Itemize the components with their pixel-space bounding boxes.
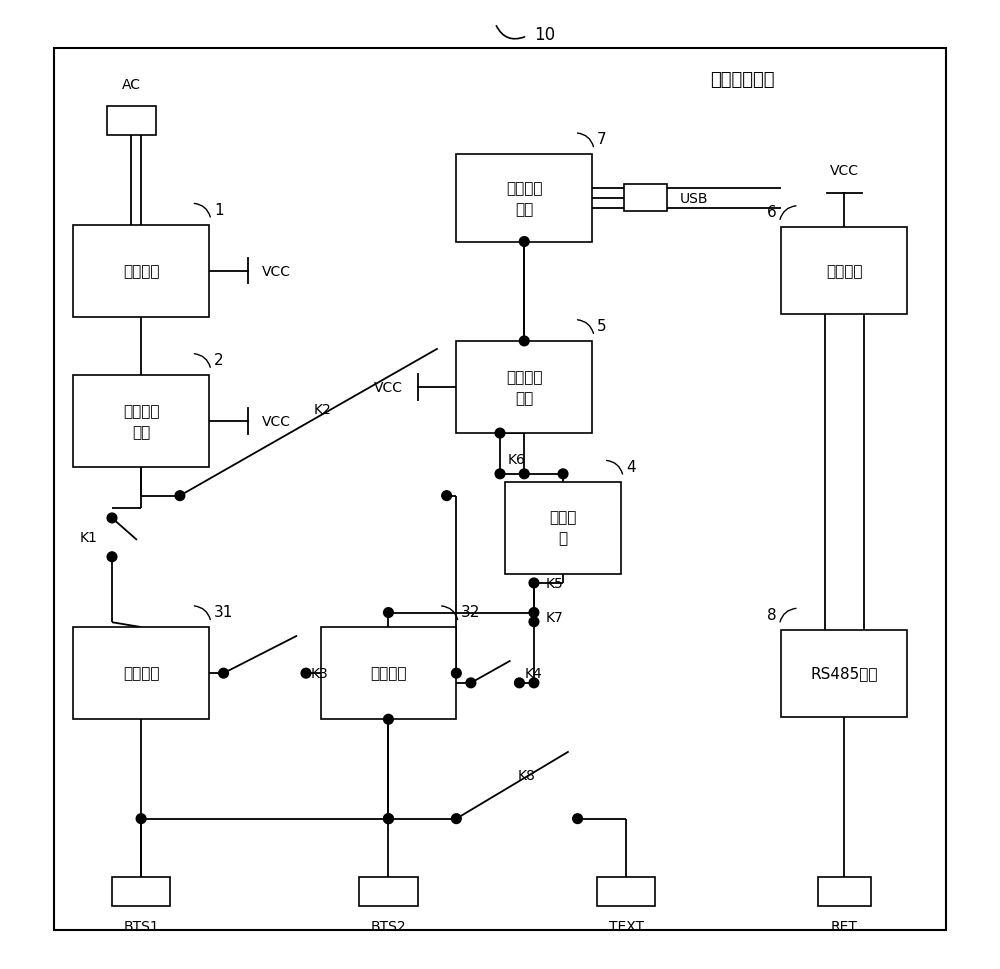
Text: 2: 2 (214, 353, 223, 368)
Text: VCC: VCC (374, 381, 403, 394)
Text: K3: K3 (311, 667, 329, 680)
Text: VCC: VCC (830, 164, 859, 177)
Text: 5: 5 (597, 319, 607, 333)
Circle shape (175, 491, 185, 501)
Bar (107, 107, 156, 136)
Bar (781, 228, 907, 315)
Text: 过流检测
模块: 过流检测 模块 (123, 403, 159, 440)
Text: VCC: VCC (262, 265, 291, 278)
Text: 10: 10 (534, 26, 555, 44)
Circle shape (301, 669, 311, 678)
Text: K6: K6 (508, 453, 526, 467)
Bar (456, 155, 592, 242)
Text: 32: 32 (461, 605, 481, 620)
Text: 1: 1 (214, 203, 223, 218)
Circle shape (466, 678, 476, 688)
Circle shape (558, 469, 568, 480)
Text: K2: K2 (314, 402, 332, 417)
Text: 31: 31 (214, 605, 233, 620)
Text: RS485模块: RS485模块 (811, 666, 878, 681)
Circle shape (384, 814, 393, 824)
Circle shape (451, 669, 461, 678)
Text: RET: RET (831, 919, 858, 932)
Circle shape (519, 337, 529, 347)
Circle shape (573, 814, 582, 824)
Text: BTS2: BTS2 (371, 919, 406, 932)
Circle shape (219, 669, 228, 678)
Bar (359, 877, 418, 906)
Circle shape (519, 469, 529, 480)
Text: 4: 4 (626, 459, 636, 474)
Circle shape (529, 609, 539, 618)
Text: K1: K1 (80, 531, 97, 545)
Text: 调制解调
模块: 调制解调 模块 (506, 369, 542, 406)
Circle shape (495, 428, 505, 438)
Bar (505, 482, 621, 574)
Text: 电源模块: 电源模块 (123, 264, 159, 279)
Bar (624, 185, 667, 212)
Text: 8: 8 (767, 608, 776, 622)
Text: 6: 6 (767, 205, 776, 220)
Bar (818, 877, 871, 906)
Bar (73, 376, 209, 468)
Circle shape (529, 678, 539, 688)
Circle shape (384, 814, 393, 824)
Text: K7: K7 (546, 610, 563, 624)
Bar (456, 342, 592, 434)
Circle shape (442, 491, 452, 501)
Circle shape (451, 814, 461, 824)
Circle shape (515, 678, 524, 688)
Text: K5: K5 (546, 577, 563, 590)
Bar (73, 226, 209, 318)
Text: USB: USB (679, 192, 708, 205)
Text: 耦合模块: 耦合模块 (123, 666, 159, 681)
Circle shape (529, 578, 539, 588)
Bar (73, 628, 209, 719)
Bar (597, 877, 655, 906)
Circle shape (107, 552, 117, 562)
Text: K4: K4 (524, 667, 542, 680)
Bar (112, 877, 170, 906)
Circle shape (519, 237, 529, 247)
Text: 塔放测试电路: 塔放测试电路 (710, 71, 775, 88)
Text: AC: AC (122, 78, 141, 92)
Text: 7: 7 (597, 133, 607, 147)
Circle shape (107, 514, 117, 523)
Circle shape (495, 469, 505, 480)
Text: VCC: VCC (262, 415, 291, 428)
Circle shape (136, 814, 146, 824)
Text: TEXT: TEXT (609, 919, 644, 932)
Circle shape (384, 609, 393, 618)
Text: 衰减模
块: 衰减模 块 (549, 510, 577, 547)
Circle shape (529, 617, 539, 627)
Bar (321, 628, 456, 719)
Circle shape (384, 715, 393, 725)
Text: K8: K8 (518, 768, 536, 783)
Bar (781, 630, 907, 717)
Text: 接口转换
模块: 接口转换 模块 (506, 180, 542, 217)
Text: 耦合模块: 耦合模块 (370, 666, 407, 681)
Text: BTS1: BTS1 (123, 919, 159, 932)
Text: 控制模块: 控制模块 (826, 264, 863, 279)
